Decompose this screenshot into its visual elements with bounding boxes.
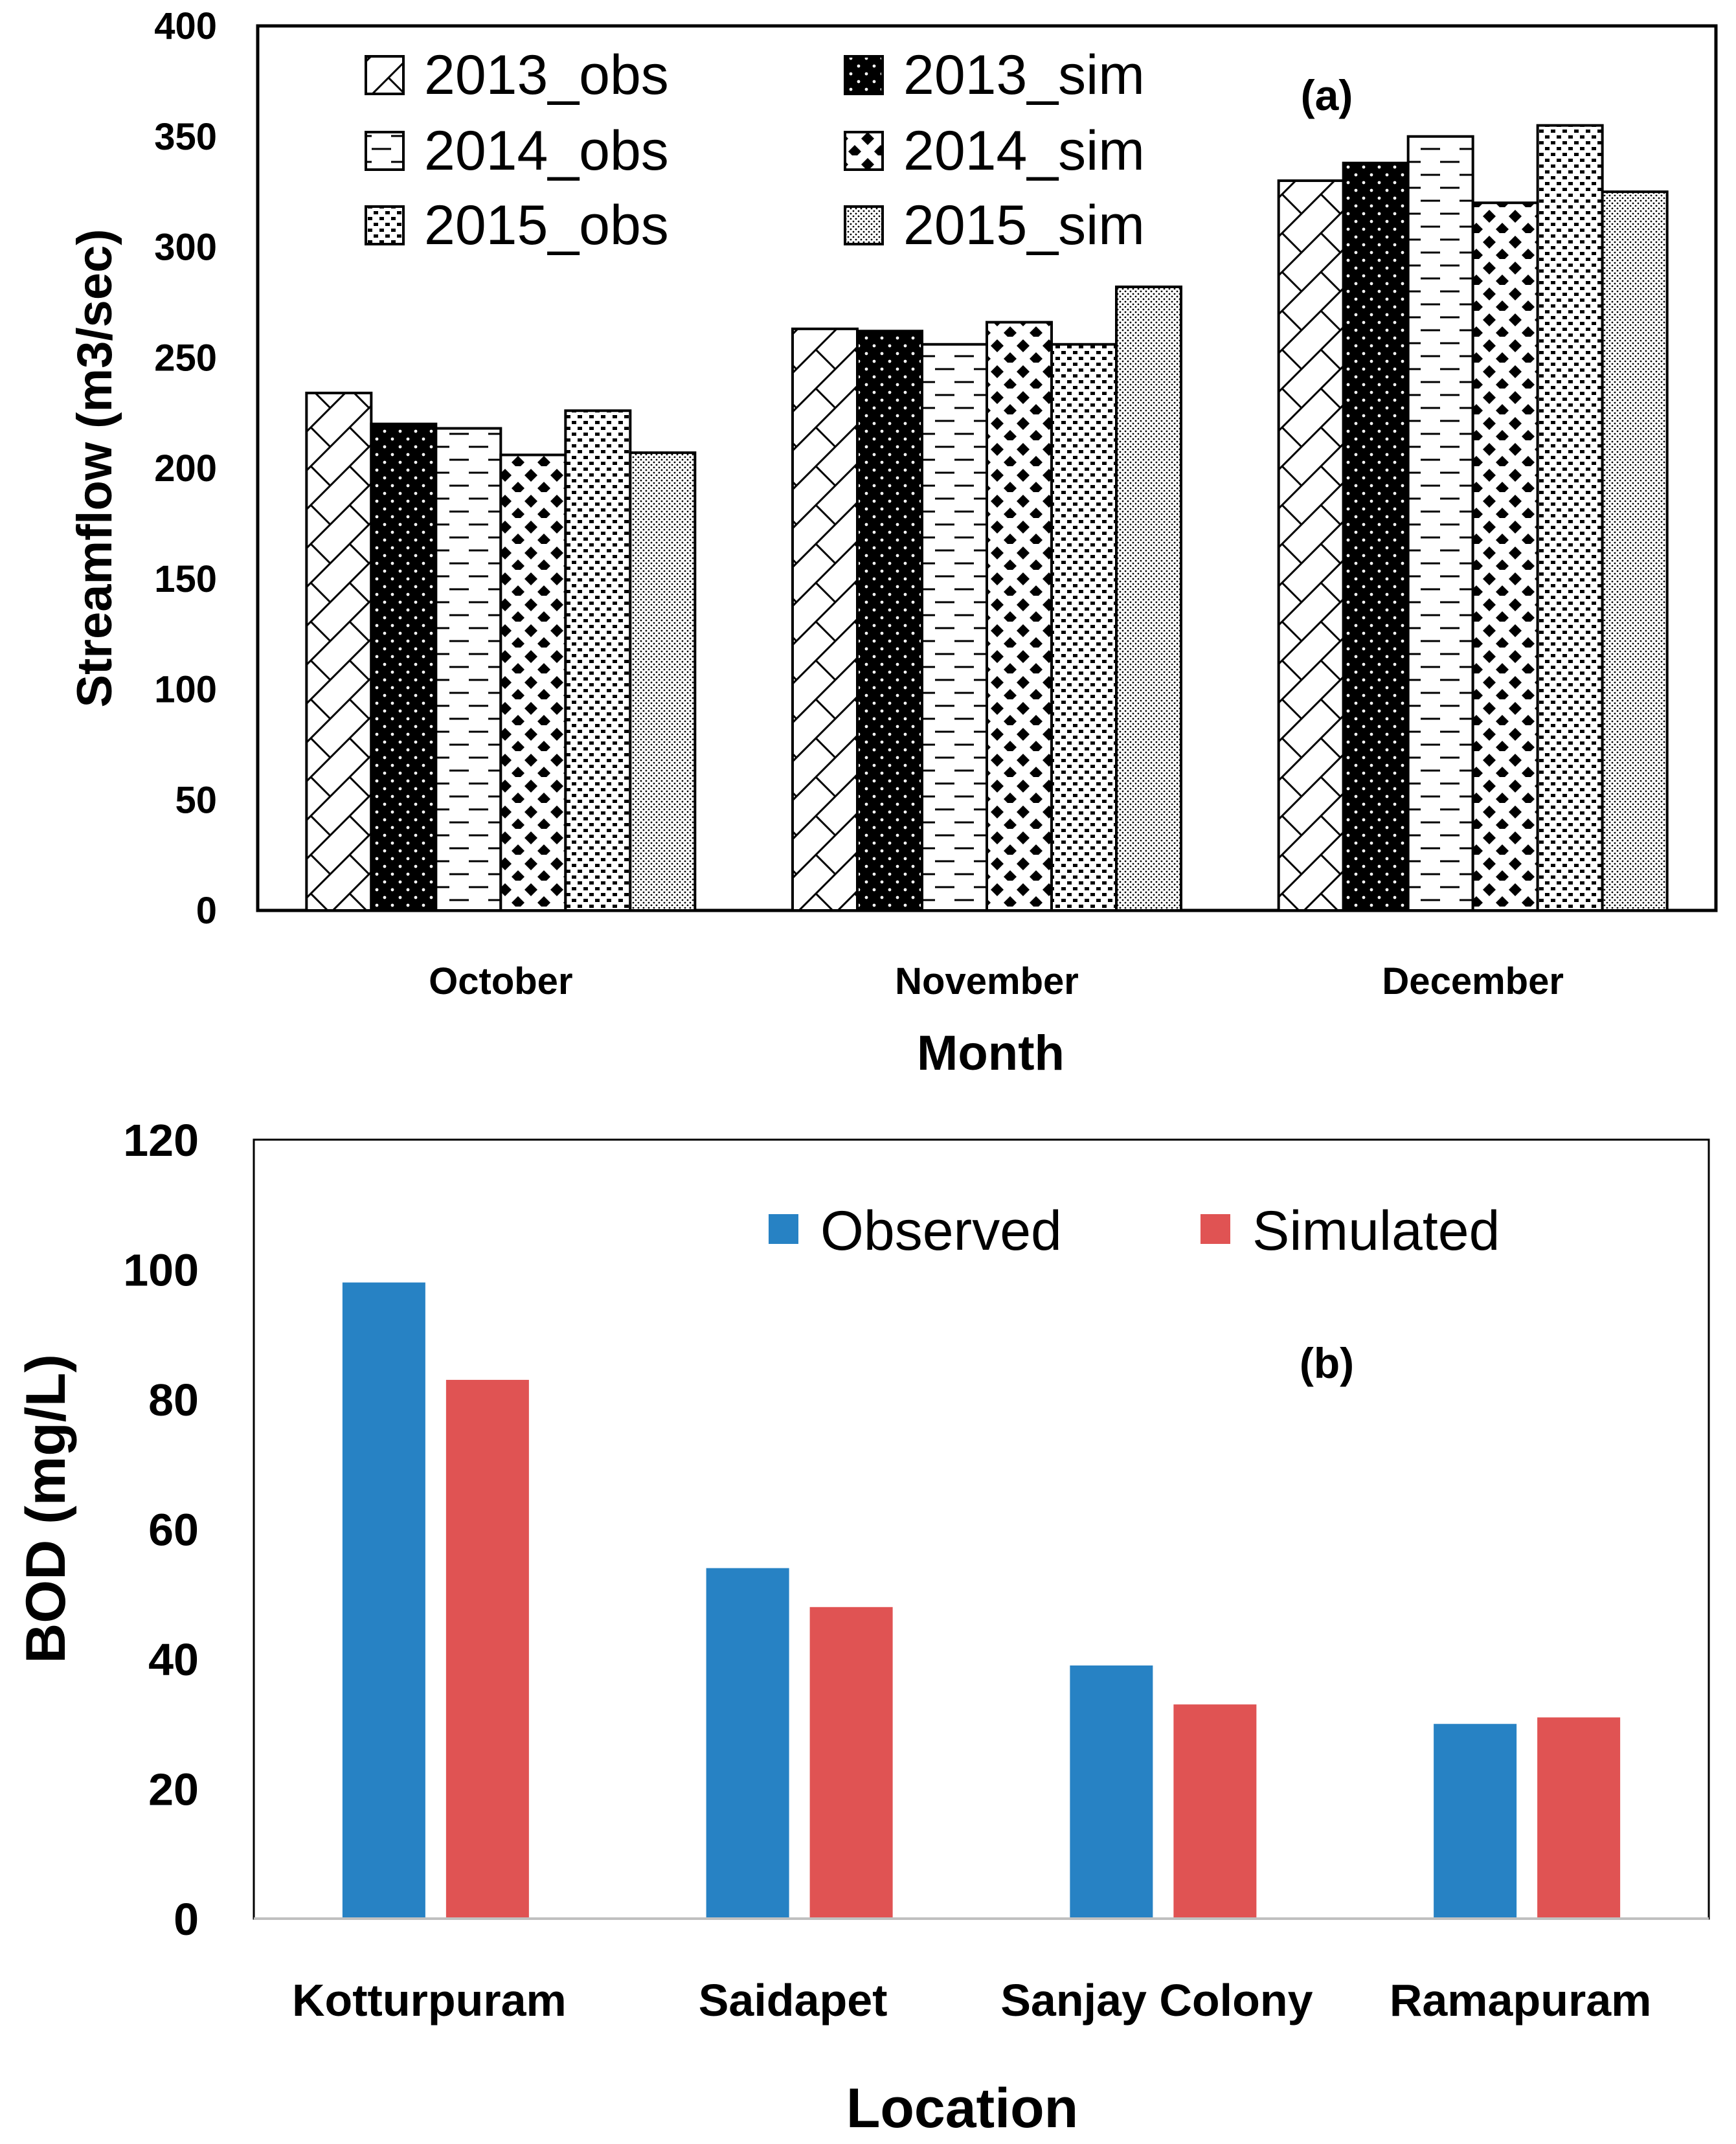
y-tick-label: 120 <box>123 1115 199 1166</box>
bar-2014-obs-october <box>434 427 502 912</box>
legend: 2013_obs 2013_sim 2014_obs 2014_sim 2015_obs… <box>365 44 1145 256</box>
legend-swatch <box>844 205 884 245</box>
x-tick-label: Kotturpuram <box>292 1975 567 2026</box>
legend-label: 2015_obs <box>424 194 669 256</box>
y-tick-label: 50 <box>175 779 217 821</box>
bar-observed-ramapuram <box>1434 1724 1517 1919</box>
bar-2013-obs-december <box>1277 179 1345 912</box>
legend-swatch <box>365 55 405 95</box>
bar-2015-sim-november <box>1115 285 1182 912</box>
legend-swatch <box>365 131 405 171</box>
legend-label: 2013_sim <box>903 44 1145 106</box>
legend-label: 2014_sim <box>903 120 1145 182</box>
legend-label: 2015_sim <box>903 194 1145 256</box>
y-tick-label: 0 <box>174 1894 199 1945</box>
bar-series-group <box>254 1282 1709 1920</box>
y-axis-ticks: 0 50 100 150 200 250 300 350 400 <box>154 5 217 932</box>
bar-2014-obs-november <box>921 343 988 912</box>
bar-2015-obs-october <box>564 409 632 912</box>
x-tick-label: November <box>895 960 1079 1002</box>
x-tick-label: Saidapet <box>699 1975 888 2026</box>
legend-label: 2014_obs <box>424 120 669 182</box>
bar-2014-obs-december <box>1406 135 1474 912</box>
bar-2013-sim-october <box>370 422 438 912</box>
x-tick-label: Sanjay Colony <box>1000 1975 1313 2026</box>
legend-swatch <box>1201 1214 1230 1244</box>
legend: Observed Simulated <box>769 1200 1500 1262</box>
bod-chart: 0 20 40 60 80 100 120 Kotturpuram Saidapet Sanja… <box>15 1115 1710 2139</box>
y-tick-label: 40 <box>148 1634 199 1685</box>
y-axis-ticks: 0 20 40 60 80 100 120 <box>123 1115 199 1945</box>
y-tick-label: 60 <box>148 1505 199 1555</box>
panel-label: (b) <box>1300 1339 1354 1387</box>
bar-2015-obs-november <box>1050 343 1118 912</box>
y-axis-title: BOD (mg/L) <box>15 1354 77 1664</box>
x-tick-label: December <box>1382 960 1563 1002</box>
y-tick-label: 150 <box>154 558 217 600</box>
panel-label: (a) <box>1301 71 1353 119</box>
y-tick-label: 250 <box>154 337 217 379</box>
x-axis-title: Location <box>846 2077 1078 2139</box>
y-tick-label: 200 <box>154 447 217 490</box>
x-tick-label: Ramapuram <box>1390 1975 1652 2026</box>
bar-simulated-sanjay-colony <box>1173 1704 1257 1919</box>
bar-2013-sim-november <box>856 330 923 912</box>
bar-simulated-kotturpuram <box>445 1379 529 1919</box>
y-tick-label: 20 <box>148 1765 199 1815</box>
legend-swatch <box>769 1214 798 1244</box>
bar-observed-saidapet <box>706 1568 789 1919</box>
bar-series-group <box>305 124 1669 912</box>
legend-label: Observed <box>820 1200 1062 1262</box>
x-tick-label: October <box>429 960 572 1002</box>
bar-2013-obs-october <box>305 391 373 912</box>
legend-label: 2013_obs <box>424 44 669 106</box>
legend-swatch <box>365 205 405 245</box>
bar-simulated-ramapuram <box>1537 1717 1621 1919</box>
bar-2014-sim-december <box>1471 201 1539 912</box>
bar-2014-sim-october <box>499 453 567 912</box>
x-axis-title: Month <box>917 1026 1065 1081</box>
bar-2015-sim-october <box>629 451 697 912</box>
y-tick-label: 0 <box>196 890 217 932</box>
legend-swatch <box>844 55 884 95</box>
bar-2015-sim-december <box>1601 190 1669 912</box>
y-tick-label: 300 <box>154 227 217 269</box>
y-tick-label: 100 <box>123 1245 199 1296</box>
x-axis-ticks: October November December <box>429 960 1564 1002</box>
legend-swatch <box>844 131 884 171</box>
streamflow-chart: 0 50 100 150 200 250 300 350 400 October November… <box>67 5 1718 1081</box>
bar-observed-kotturpuram <box>342 1282 425 1919</box>
y-tick-label: 80 <box>148 1375 199 1425</box>
y-axis-title: Streamflow (m3/sec) <box>67 229 122 707</box>
bar-2015-obs-december <box>1536 124 1604 912</box>
bar-2014-sim-november <box>986 321 1053 912</box>
y-tick-label: 400 <box>154 5 217 47</box>
bar-2013-sim-december <box>1342 161 1410 912</box>
legend-label: Simulated <box>1252 1200 1500 1262</box>
x-axis-ticks: Kotturpuram Saidapet Sanjay Colony Ramapura… <box>292 1975 1651 2026</box>
y-tick-label: 100 <box>154 669 217 711</box>
y-tick-label: 350 <box>154 116 217 158</box>
bar-observed-sanjay-colony <box>1070 1665 1153 1919</box>
bar-simulated-saidapet <box>809 1607 893 1919</box>
bar-2013-obs-november <box>791 327 859 912</box>
